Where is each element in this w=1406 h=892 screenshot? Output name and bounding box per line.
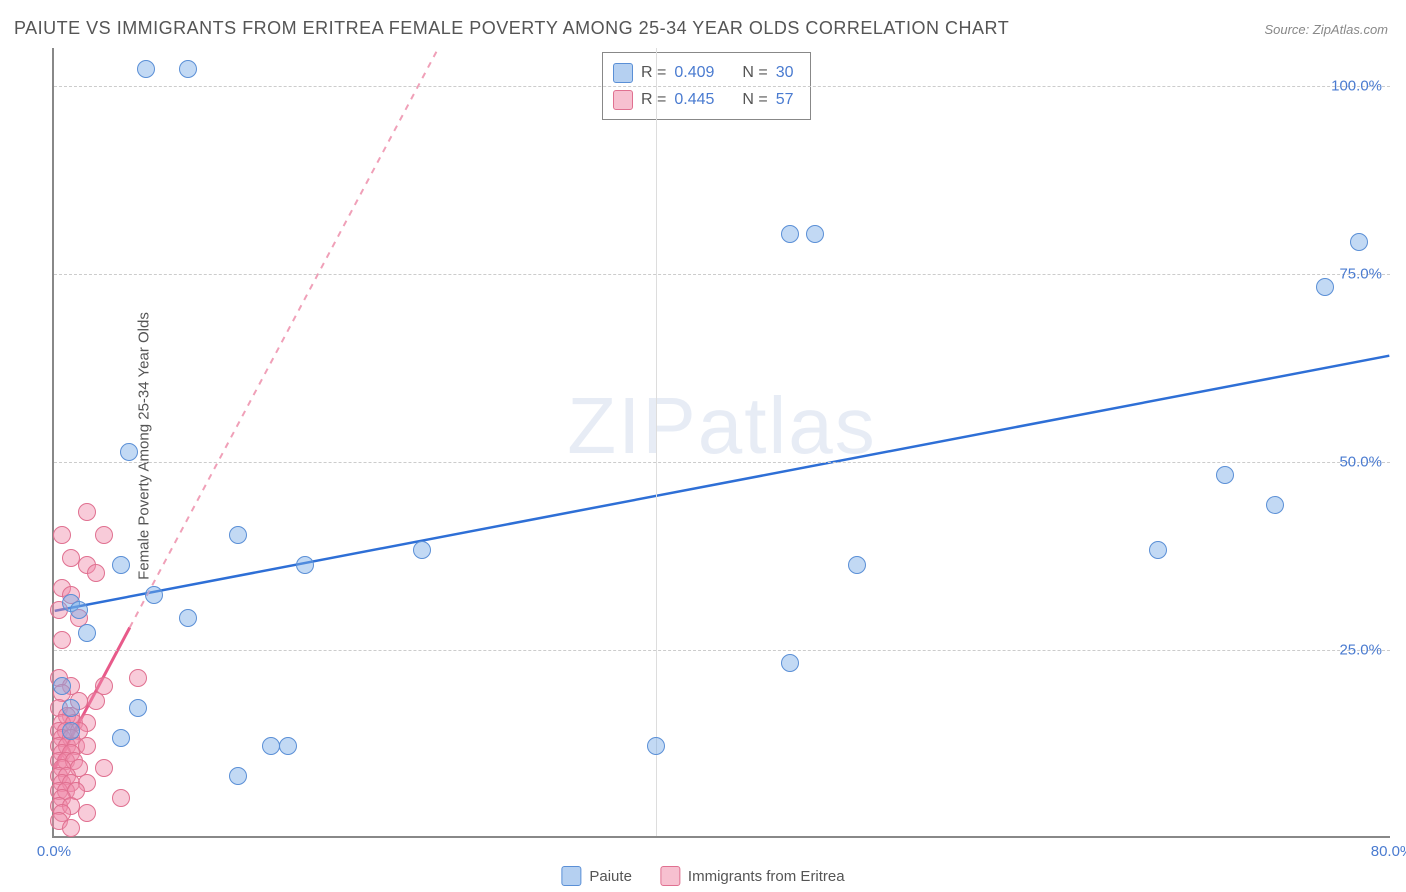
data-point [120,443,138,461]
grid-line-h [54,274,1390,275]
data-point [229,767,247,785]
data-point [1266,496,1284,514]
data-point [70,601,88,619]
corr-row: R = 0.445 N = 57 [613,86,794,113]
data-point [848,556,866,574]
legend-swatch [561,866,581,886]
chart-title: PAIUTE VS IMMIGRANTS FROM ERITREA FEMALE… [14,18,1009,39]
legend-label: Immigrants from Eritrea [688,868,845,885]
y-tick-label: 50.0% [1339,453,1382,470]
data-point [145,586,163,604]
data-point [87,692,105,710]
legend-label: Paiute [589,868,632,885]
data-point [95,759,113,777]
watermark-zip: ZIP [567,381,697,470]
data-point [112,729,130,747]
y-tick-label: 100.0% [1331,77,1382,94]
data-point [62,819,80,837]
trend-lines-svg [54,48,1390,836]
data-point [53,677,71,695]
bottom-legend: Paiute Immigrants from Eritrea [561,866,844,886]
data-point [179,60,197,78]
watermark-atlas: atlas [698,381,877,470]
y-tick-label: 75.0% [1339,265,1382,282]
data-point [137,60,155,78]
r-value: 0.445 [674,86,714,113]
data-point [78,804,96,822]
data-point [279,737,297,755]
n-label: N = [742,86,767,113]
data-point [179,609,197,627]
data-point [87,564,105,582]
data-point [53,631,71,649]
plot-area: ZIPatlas R = 0.409 N = 30 R = 0.445 N = 57 25.0… [52,48,1390,838]
x-tick-label: 0.0% [37,843,71,860]
data-point [806,225,824,243]
grid-line-v [656,48,657,836]
data-point [129,699,147,717]
data-point [112,556,130,574]
data-point [62,549,80,567]
n-value: 30 [776,59,794,86]
data-point [229,526,247,544]
data-point [1350,233,1368,251]
data-point [95,526,113,544]
data-point [78,737,96,755]
n-label: N = [742,59,767,86]
data-point [62,699,80,717]
data-point [413,541,431,559]
data-point [1216,466,1234,484]
legend-item: Immigrants from Eritrea [660,866,845,886]
legend-swatch [660,866,680,886]
data-point [781,225,799,243]
grid-line-h [54,86,1390,87]
grid-line-h [54,650,1390,651]
legend-swatch [613,90,633,110]
x-tick-label: 80.0% [1371,843,1406,860]
data-point [781,654,799,672]
data-point [78,503,96,521]
corr-row: R = 0.409 N = 30 [613,59,794,86]
n-value: 57 [776,86,794,113]
watermark: ZIPatlas [567,380,876,472]
data-point [112,789,130,807]
trend-line-dashed [130,48,439,627]
data-point [1149,541,1167,559]
data-point [262,737,280,755]
r-label: R = [641,86,666,113]
y-tick-label: 25.0% [1339,641,1382,658]
r-value: 0.409 [674,59,714,86]
legend-item: Paiute [561,866,632,886]
data-point [62,722,80,740]
data-point [647,737,665,755]
data-point [1316,278,1334,296]
trend-line [55,356,1390,611]
data-point [53,526,71,544]
data-point [129,669,147,687]
data-point [296,556,314,574]
data-point [78,624,96,642]
grid-line-h [54,462,1390,463]
source-label: Source: ZipAtlas.com [1264,22,1388,37]
r-label: R = [641,59,666,86]
legend-swatch [613,63,633,83]
